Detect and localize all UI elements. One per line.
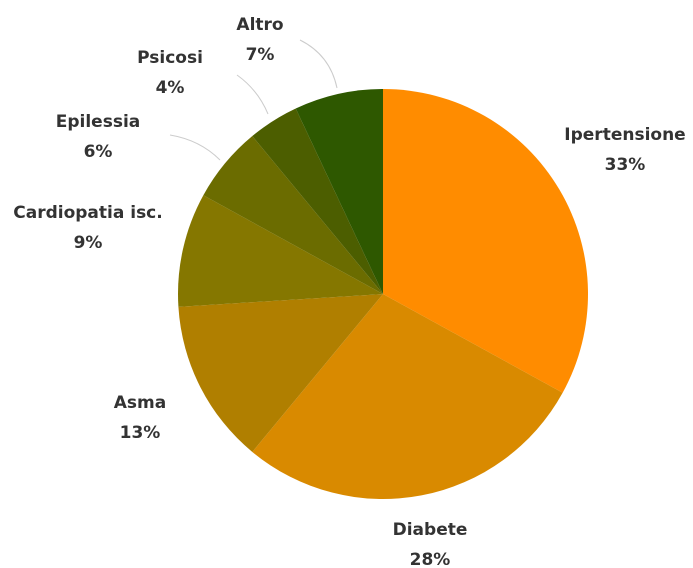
leader-line — [299, 39, 338, 89]
slice-label: Epilessia — [56, 112, 141, 132]
slice-value: 7% — [246, 45, 275, 65]
slice-label: Altro — [236, 15, 283, 35]
slice-label: Diabete — [393, 520, 468, 540]
slice-value: 9% — [74, 233, 103, 253]
slice-label: Psicosi — [137, 48, 203, 68]
leader-line — [169, 134, 221, 161]
pie-slice — [252, 294, 563, 499]
slice-label: Cardiopatia isc. — [13, 203, 162, 223]
slice-value: 4% — [156, 78, 185, 98]
pie-slice — [178, 195, 383, 307]
pie-slice — [178, 294, 383, 452]
pie-slice — [383, 89, 588, 393]
slice-value: 13% — [120, 423, 161, 443]
leader-line — [236, 74, 269, 115]
slice-value: 28% — [410, 550, 451, 568]
pie-slice — [203, 136, 383, 294]
slice-label: Ipertensione — [564, 125, 685, 145]
slice-value: 6% — [84, 142, 113, 162]
slice-value: 33% — [605, 155, 646, 175]
slice-label: Asma — [114, 393, 166, 413]
pie-slice — [252, 108, 383, 294]
pie-slice — [295, 89, 383, 294]
